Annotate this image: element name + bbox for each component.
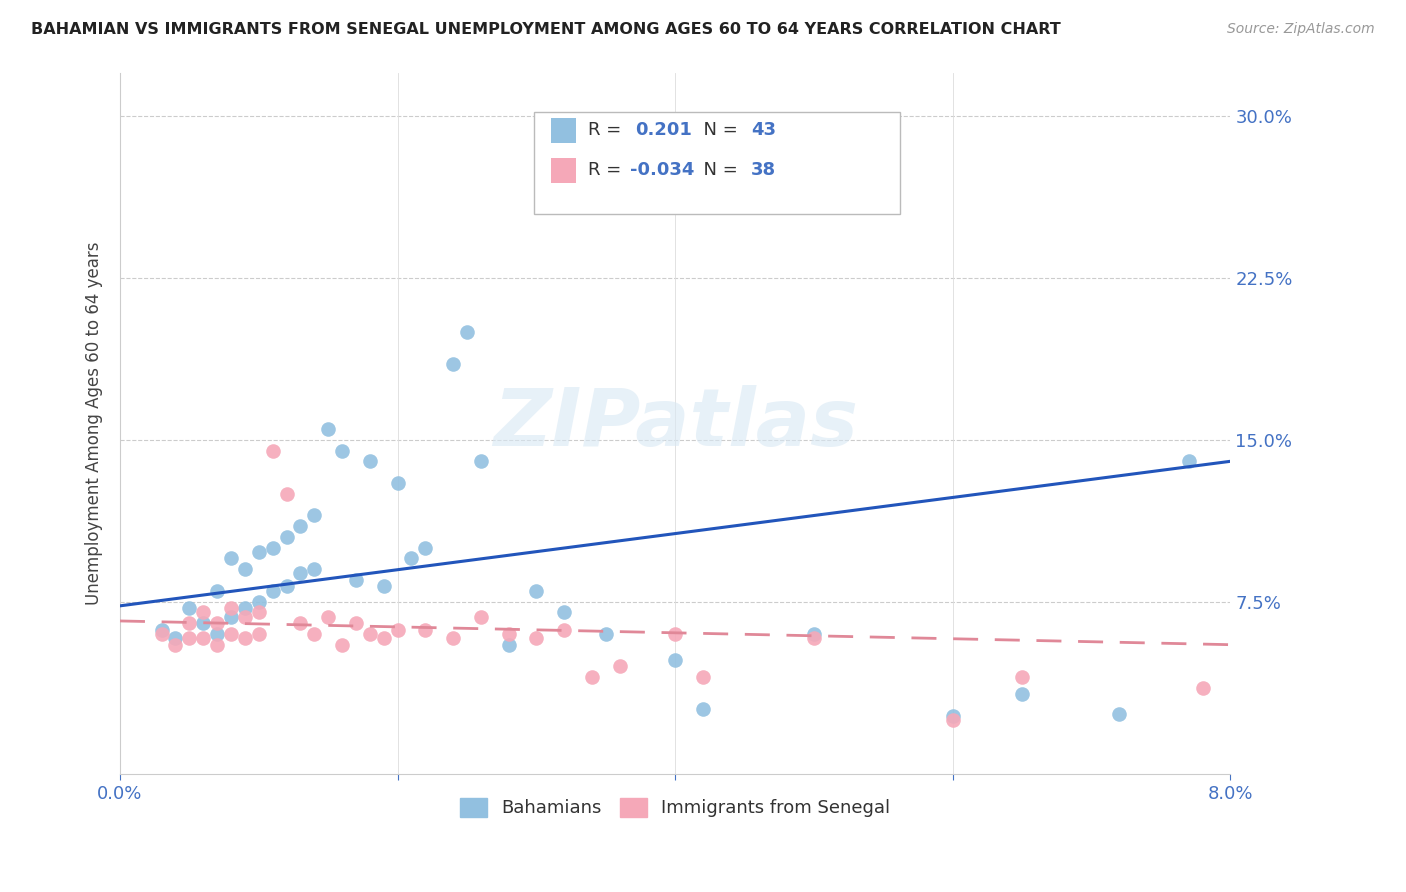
Point — [415, 541, 437, 555]
Point — [330, 443, 353, 458]
Point — [179, 616, 201, 631]
Text: 0.201: 0.201 — [636, 121, 692, 139]
Point — [233, 609, 256, 624]
Y-axis label: Unemployment Among Ages 60 to 64 years: Unemployment Among Ages 60 to 64 years — [86, 242, 103, 606]
Point — [609, 659, 631, 673]
Point — [150, 623, 173, 637]
Point — [373, 631, 395, 645]
Point — [205, 638, 228, 652]
Point — [441, 631, 464, 645]
Point — [304, 508, 326, 523]
Point — [219, 627, 242, 641]
Point — [262, 583, 284, 598]
Point — [150, 627, 173, 641]
Point — [247, 627, 270, 641]
Text: Source: ZipAtlas.com: Source: ZipAtlas.com — [1227, 22, 1375, 37]
Text: BAHAMIAN VS IMMIGRANTS FROM SENEGAL UNEMPLOYMENT AMONG AGES 60 TO 64 YEARS CORRE: BAHAMIAN VS IMMIGRANTS FROM SENEGAL UNEM… — [31, 22, 1060, 37]
Point — [316, 422, 339, 436]
Point — [441, 357, 464, 371]
Point — [498, 638, 520, 652]
Point — [415, 623, 437, 637]
Point — [205, 627, 228, 641]
Point — [581, 670, 603, 684]
Point — [664, 627, 686, 641]
Point — [330, 638, 353, 652]
Point — [247, 545, 270, 559]
Point — [276, 579, 298, 593]
Text: ZIPatlas: ZIPatlas — [492, 384, 858, 463]
Point — [553, 623, 575, 637]
Point — [401, 551, 423, 566]
Point — [803, 627, 825, 641]
Point — [387, 475, 409, 490]
Point — [193, 605, 215, 619]
Point — [276, 486, 298, 500]
Point — [233, 601, 256, 615]
Point — [193, 616, 215, 631]
Text: N =: N = — [692, 121, 744, 139]
Point — [498, 627, 520, 641]
Point — [304, 562, 326, 576]
Point — [1108, 706, 1130, 721]
Point — [219, 609, 242, 624]
Point — [290, 566, 312, 581]
Point — [456, 325, 478, 339]
Point — [1011, 687, 1033, 701]
Point — [262, 541, 284, 555]
Point — [179, 631, 201, 645]
Point — [373, 579, 395, 593]
Point — [247, 594, 270, 608]
Point — [692, 670, 714, 684]
Point — [359, 627, 381, 641]
Point — [165, 631, 187, 645]
Point — [276, 530, 298, 544]
Point — [205, 583, 228, 598]
Point — [219, 551, 242, 566]
Legend: Bahamians, Immigrants from Senegal: Bahamians, Immigrants from Senegal — [453, 791, 897, 825]
Point — [1011, 670, 1033, 684]
Point — [359, 454, 381, 468]
Point — [344, 573, 367, 587]
Point — [470, 454, 492, 468]
Point — [262, 443, 284, 458]
Point — [1191, 681, 1213, 695]
Text: -0.034: -0.034 — [630, 161, 695, 179]
Point — [636, 174, 658, 188]
Text: R =: R = — [588, 161, 627, 179]
Point — [179, 601, 201, 615]
Point — [205, 616, 228, 631]
Point — [387, 623, 409, 637]
Point — [803, 631, 825, 645]
Text: 43: 43 — [751, 121, 776, 139]
Point — [942, 709, 965, 723]
Point — [664, 653, 686, 667]
Point — [219, 601, 242, 615]
Point — [290, 616, 312, 631]
Point — [316, 609, 339, 624]
Point — [692, 702, 714, 716]
Point — [304, 627, 326, 641]
Text: N =: N = — [692, 161, 744, 179]
Point — [470, 609, 492, 624]
Text: 38: 38 — [751, 161, 776, 179]
Point — [524, 631, 547, 645]
Text: R =: R = — [588, 121, 633, 139]
Point — [595, 627, 617, 641]
Point — [165, 638, 187, 652]
Point — [247, 605, 270, 619]
Point — [344, 616, 367, 631]
Point — [524, 583, 547, 598]
Point — [233, 631, 256, 645]
Point — [1177, 454, 1199, 468]
Point — [290, 519, 312, 533]
Point — [233, 562, 256, 576]
Point — [553, 605, 575, 619]
Point — [942, 713, 965, 727]
Point — [193, 631, 215, 645]
